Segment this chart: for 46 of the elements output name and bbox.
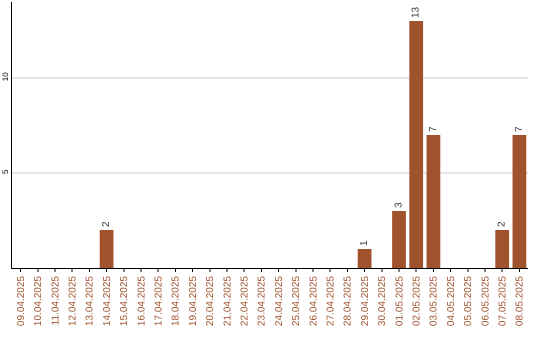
bar [512, 135, 526, 268]
bar [100, 230, 114, 268]
x-tick-label: 21.04.2025 [222, 276, 234, 326]
x-tick-label: 02.05.2025 [411, 276, 422, 326]
x-tick-label: 04.05.2025 [446, 276, 457, 326]
x-tick-label: 07.05.2025 [497, 276, 508, 326]
data-label: 1 [359, 240, 370, 246]
x-tick-label: 23.04.2025 [256, 276, 268, 326]
x-tick-label: 19.04.2025 [188, 276, 199, 326]
x-tick-label: 08.05.2025 [514, 276, 526, 326]
x-tick-label: 29.04.2025 [360, 276, 371, 326]
data-label: 2 [496, 221, 508, 227]
x-tick-label: 10.04.2025 [33, 276, 44, 326]
x-tick-label: 14.04.2025 [102, 276, 113, 326]
x-tick-label: 03.05.2025 [428, 276, 440, 326]
x-tick-label: 13.04.2025 [84, 276, 96, 326]
bar [409, 21, 424, 268]
x-tick-label: 25.04.2025 [291, 276, 302, 326]
x-tick-label: 11.04.2025 [50, 276, 62, 326]
x-tick-label: 20.04.2025 [205, 276, 216, 326]
x-tick-label: 01.05.2025 [394, 276, 406, 326]
x-tick-label: 12.04.2025 [67, 276, 78, 326]
y-tick-label: 5 [0, 169, 10, 174]
x-tick-label: 26.04.2025 [308, 276, 320, 326]
x-tick-label: 06.05.2025 [480, 276, 492, 326]
y-tick-label: 10 [0, 72, 10, 82]
bar [495, 230, 510, 268]
data-label: 2 [101, 221, 112, 227]
data-label: 7 [428, 126, 439, 132]
x-tick-label: 27.04.2025 [325, 276, 336, 326]
data-label: 13 [410, 6, 422, 18]
bar [426, 135, 440, 268]
bar [358, 249, 372, 268]
x-tick-label: 28.04.2025 [342, 276, 354, 326]
bar [392, 211, 406, 268]
data-label: 3 [394, 202, 404, 208]
x-tick-label: 05.05.2025 [463, 276, 474, 326]
x-tick-label: 09.04.2025 [16, 276, 27, 326]
x-tick-label: 17.04.2025 [153, 276, 164, 326]
x-tick-label: 18.04.2025 [170, 276, 182, 326]
x-tick-label: 30.04.2025 [377, 276, 388, 326]
x-tick-label: 16.04.2025 [136, 276, 148, 326]
data-label: 7 [514, 126, 525, 132]
x-tick-label: 15.04.2025 [119, 276, 130, 326]
x-tick-label: 24.04.2025 [274, 276, 285, 326]
x-tick-label: 22.04.2025 [239, 276, 250, 326]
